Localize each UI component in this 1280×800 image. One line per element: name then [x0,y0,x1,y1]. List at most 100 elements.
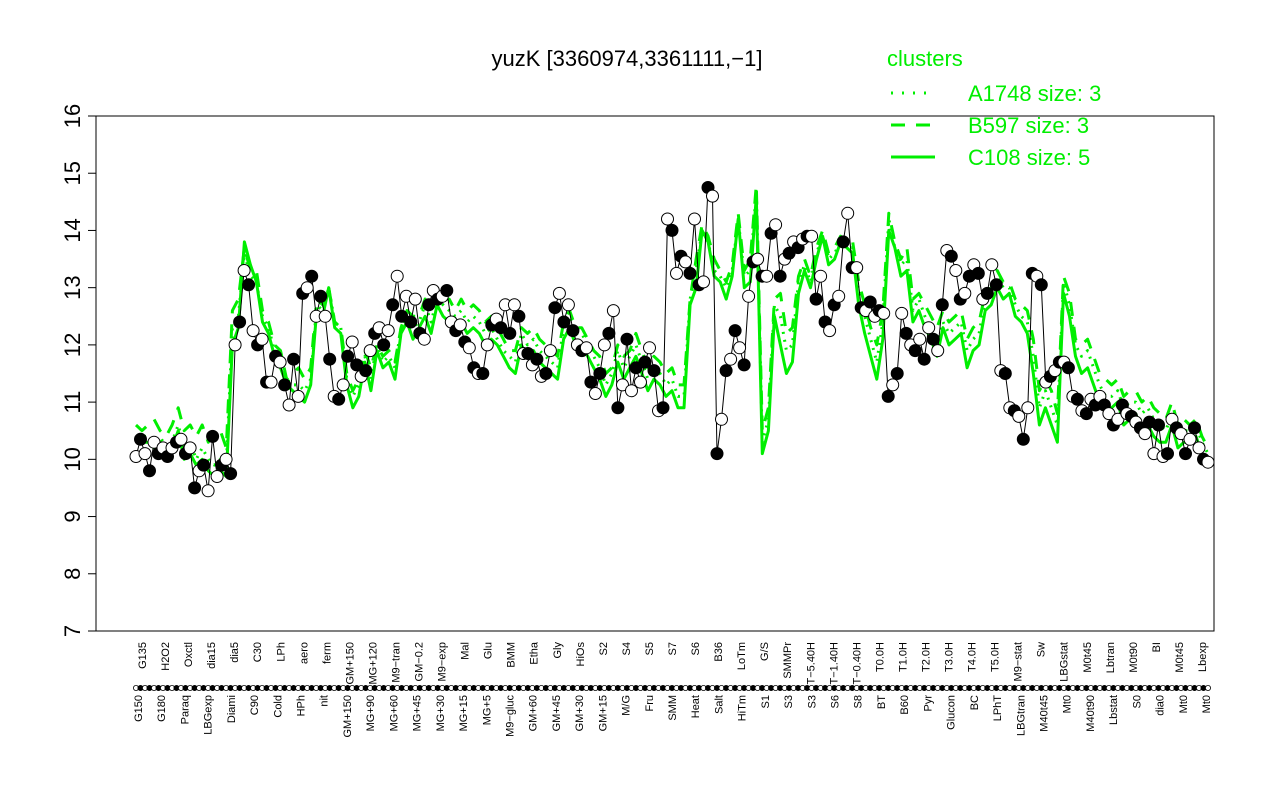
x-tick-label: LBGstat [1059,642,1071,682]
data-point [224,467,238,481]
x-tick-label: S5 [644,642,656,655]
data-point [728,324,742,338]
data-point [206,429,220,443]
data-point [665,223,679,237]
x-tick-label: LPh [275,642,287,662]
data-point [548,301,562,315]
data-point [134,432,147,446]
x-tick-label: G150 [133,695,145,722]
x-tick-label: Gly [552,642,564,659]
data-point [219,452,233,466]
data-point [593,367,607,380]
data-point [656,401,670,415]
x-tick-label: dia15 [206,642,218,669]
data-point [697,275,710,289]
y-tick-label: 8 [60,568,85,580]
data-point [246,324,260,338]
x-tick-label: GM+150 [342,695,354,738]
data-point [242,278,256,292]
data-point [1188,421,1201,435]
data-point [1016,432,1030,446]
data-point [1061,361,1075,375]
x-tick-label: B36 [713,642,725,662]
data-point [381,324,395,338]
data-point [634,375,647,389]
data-point [661,212,674,226]
x-tick-label: M9−stat [1013,642,1025,681]
data-point [318,309,332,323]
data-point [1079,407,1093,421]
x-tick-label: S1 [760,695,772,708]
data-point [935,298,949,312]
data-point [773,269,787,283]
x-tick-label: C90 [249,695,261,715]
data-points [129,181,1215,498]
x-tick-label: M9−gluc [505,695,517,737]
x-tick-label: G/S [759,642,771,661]
x-tick-label: MG+30 [435,695,447,731]
data-point [300,281,314,295]
x-tick-label: nit [319,695,331,707]
x-tick-label: HiOs [575,642,587,667]
x-tick-label: B60 [899,695,911,715]
y-tick-label: 16 [60,104,85,128]
data-point [881,389,895,403]
data-point [552,286,566,300]
data-point [989,278,1003,292]
x-tick-label: Cold [272,695,284,718]
x-tick-label: Heat [690,695,702,718]
data-point [1070,392,1084,406]
x-tick-label: S6 [690,642,702,655]
data-point [287,352,301,366]
legend-label-dashed: B597 size: 3 [968,113,1089,138]
x-tick-label: Mt0 [1062,695,1074,713]
data-point [1201,455,1215,469]
x-tick-label: aero [298,642,310,664]
x-tick-label: GM+150 [344,642,356,685]
x-tick-label: Mal [460,642,472,660]
x-tick-label: BI [1151,642,1163,652]
data-point [386,298,400,312]
y-tick-label: 11 [60,391,85,414]
data-point [588,387,602,400]
data-point [530,352,544,366]
data-point [971,266,985,280]
x-tick-label: C30 [252,642,264,662]
data-point [670,266,683,280]
data-point [390,269,404,283]
x-tick-label: M0t90 [1128,642,1140,673]
data-point [143,464,156,478]
x-tick-label: S3 [783,695,795,708]
y-tick-label: 9 [60,510,85,522]
x-tick-label: GM−0.2 [414,642,426,681]
x-tick-label: H2O2 [160,642,172,671]
data-point [809,292,823,306]
data-point [706,189,719,203]
data-point [255,332,269,346]
x-tick-label: M0t45 [1082,642,1094,673]
data-point [1034,278,1048,292]
data-point [305,269,319,283]
x-tick-label: S0 [1131,695,1143,708]
x-tick-label: MG+120 [367,642,379,685]
data-point [899,326,913,340]
data-point [814,269,828,283]
x-tick-label: M/G [621,695,633,716]
x-tick-label: MG+60 [388,695,400,731]
data-point [314,289,328,303]
data-point [278,378,292,392]
data-point [683,266,697,280]
x-tick-label: LBGtran [1015,695,1027,736]
x-tick-label: Mt0 [1178,695,1190,713]
y-tick-label: 7 [60,625,85,637]
data-point [404,315,418,329]
x-tick-label: Diami [226,695,238,723]
legend-label-dotted: A1748 size: 3 [968,81,1101,106]
x-tick-label: S6 [830,695,842,708]
data-point [620,332,634,346]
x-tick-label: MG+45 [412,695,424,731]
data-point [1192,441,1206,455]
data-point [1138,427,1152,441]
y-tick-label: 13 [60,275,85,299]
x-tick-label: M9−exp [437,642,449,681]
